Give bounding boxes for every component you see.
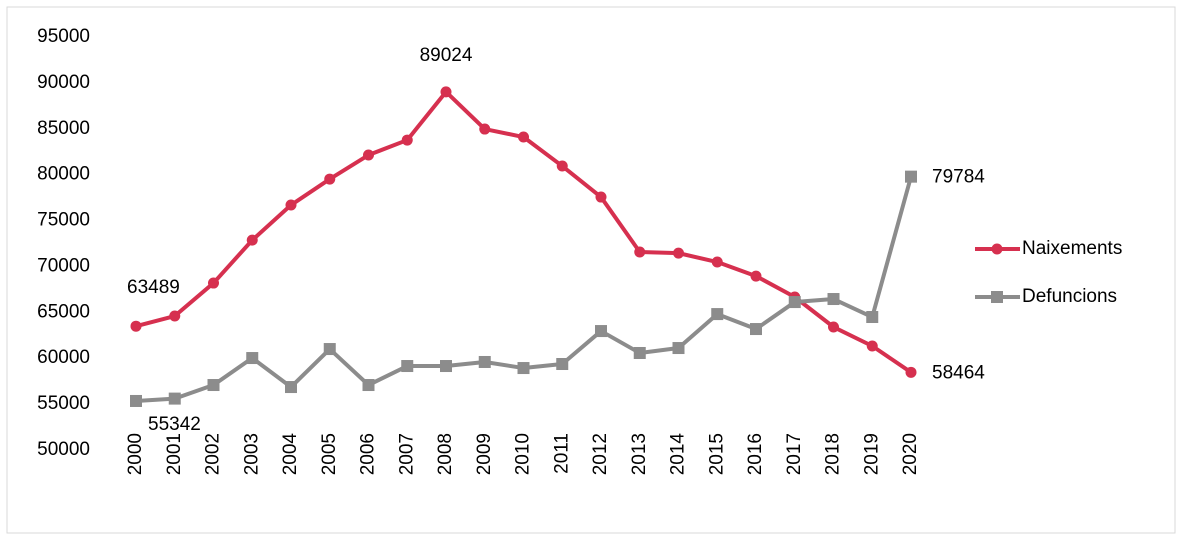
marker — [168, 392, 181, 405]
x-tick-label: 2000 — [125, 433, 146, 475]
marker — [750, 323, 762, 336]
marker — [324, 173, 336, 185]
marker — [595, 191, 607, 203]
legend-label: Naixements — [1022, 238, 1122, 259]
legend-marker — [991, 291, 1003, 303]
marker — [130, 320, 142, 332]
y-tick-label: 90000 — [37, 72, 90, 93]
x-tick-label: 2003 — [241, 433, 262, 475]
x-tick-label: 2013 — [629, 433, 650, 475]
x-tick-label: 2016 — [745, 433, 766, 475]
y-tick-label: 75000 — [37, 210, 90, 231]
marker — [517, 362, 530, 375]
data-label: 89024 — [420, 45, 473, 66]
y-tick-label: 50000 — [37, 439, 90, 460]
marker — [827, 293, 840, 306]
y-tick-label: 65000 — [37, 301, 90, 322]
x-tick-label: 2014 — [668, 433, 689, 476]
marker — [285, 381, 297, 394]
data-label: 63489 — [127, 277, 180, 298]
data-label: 79784 — [932, 167, 985, 188]
x-tick-label: 2004 — [280, 433, 301, 476]
x-tick-label: 2018 — [823, 433, 844, 475]
marker — [673, 247, 684, 259]
marker — [556, 160, 568, 172]
marker — [556, 358, 569, 371]
y-tick-label: 85000 — [37, 118, 90, 139]
legend-marker — [991, 243, 1003, 255]
y-tick-label: 95000 — [37, 26, 90, 47]
marker — [478, 355, 491, 368]
marker — [246, 234, 258, 246]
marker — [672, 342, 685, 355]
x-tick-label: 2015 — [706, 433, 727, 475]
x-tick-label: 2019 — [861, 433, 882, 475]
marker — [711, 308, 724, 321]
data-label: 55342 — [148, 414, 201, 435]
marker — [905, 170, 917, 183]
chart-border — [6, 6, 1176, 534]
marker — [634, 246, 646, 258]
marker — [362, 379, 375, 392]
x-tick-label: 2017 — [784, 433, 805, 475]
marker — [479, 123, 491, 135]
marker — [828, 321, 839, 333]
marker — [866, 311, 879, 324]
marker — [440, 360, 452, 373]
data-label: 58464 — [932, 362, 985, 383]
y-tick-label: 55000 — [37, 393, 90, 414]
marker — [440, 86, 452, 98]
marker — [750, 270, 762, 282]
marker — [633, 346, 646, 359]
marker — [323, 343, 336, 356]
y-tick-label: 70000 — [37, 255, 90, 276]
x-tick-label: 2012 — [590, 433, 611, 475]
marker — [905, 366, 917, 378]
marker — [595, 325, 607, 338]
y-tick-label: 80000 — [37, 164, 90, 185]
marker — [246, 352, 259, 365]
marker — [401, 134, 413, 146]
x-tick-label: 2009 — [474, 433, 495, 475]
marker — [169, 310, 181, 322]
x-tick-label: 2005 — [319, 433, 340, 475]
y-tick-label: 60000 — [37, 347, 90, 368]
marker — [711, 256, 723, 268]
marker — [518, 131, 529, 143]
x-tick-label: 2020 — [900, 433, 921, 475]
marker — [208, 277, 219, 289]
x-tick-label: 2008 — [435, 433, 456, 475]
x-tick-label: 2011 — [551, 433, 572, 474]
x-tick-label: 2001 — [164, 433, 185, 475]
x-tick-label: 2007 — [396, 433, 417, 475]
marker — [788, 296, 801, 309]
marker — [363, 149, 374, 161]
marker — [285, 199, 297, 211]
x-tick-label: 2006 — [358, 433, 379, 475]
marker — [130, 394, 142, 407]
legend-label: Defuncions — [1022, 286, 1117, 307]
x-tick-label: 2010 — [513, 433, 534, 475]
x-tick-label: 2002 — [203, 433, 224, 475]
marker — [401, 360, 414, 373]
marker — [207, 379, 220, 392]
marker — [866, 340, 878, 352]
